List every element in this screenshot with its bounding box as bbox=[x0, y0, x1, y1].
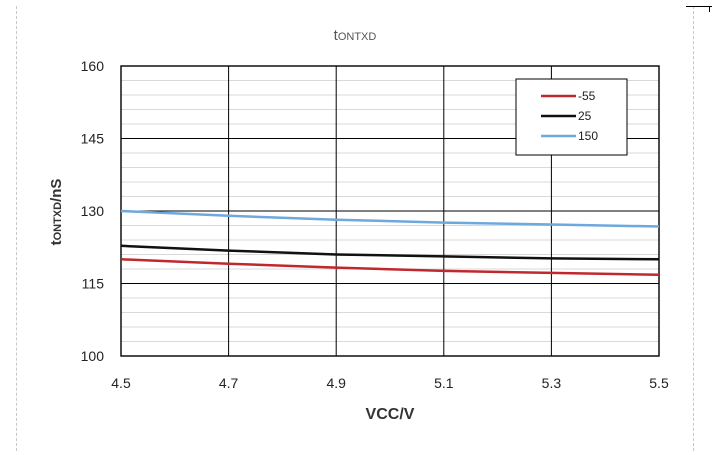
x-axis-label: VCC/V bbox=[366, 406, 415, 423]
y-tick-label: 145 bbox=[81, 131, 105, 147]
legend-label: -55 bbox=[578, 89, 596, 103]
series-layer bbox=[120, 209, 660, 277]
x-tick-label: 5.5 bbox=[649, 375, 669, 391]
series-line-m55 bbox=[120, 258, 660, 277]
corner-line-right bbox=[709, 6, 710, 12]
y-tick-label: 115 bbox=[82, 276, 105, 292]
x-tick-label: 5.1 bbox=[434, 375, 454, 391]
series-line-25 bbox=[120, 244, 660, 261]
chart-title-main: t bbox=[334, 27, 339, 44]
corner-line-top bbox=[686, 6, 712, 7]
y-tick-label: 130 bbox=[81, 203, 105, 219]
chart-title-subscript: ONTXD bbox=[338, 31, 377, 43]
x-tick-label: 5.3 bbox=[542, 375, 562, 391]
y-axis-label: tONTXD/nS bbox=[48, 179, 65, 246]
y-tick-label: 100 bbox=[81, 348, 105, 364]
chart-title: tONTXD bbox=[334, 27, 377, 44]
y-axis-label-subscript: ONTXD bbox=[52, 202, 64, 241]
x-tick-labels: 4.5 4.7 4.9 5.1 5.3 5.5 bbox=[111, 375, 669, 391]
x-tick-label: 4.5 bbox=[111, 375, 131, 391]
minor-gridlines bbox=[121, 80, 659, 342]
series-line-150 bbox=[120, 209, 660, 228]
legend-label: 25 bbox=[578, 109, 592, 123]
chart-frame bbox=[16, 6, 694, 451]
y-tick-labels: 100 115 130 145 160 bbox=[81, 58, 105, 364]
y-axis-label-unit: /nS bbox=[48, 179, 65, 202]
x-tick-label: 4.7 bbox=[219, 375, 239, 391]
legend-label: 150 bbox=[578, 129, 598, 143]
y-tick-label: 160 bbox=[81, 58, 105, 74]
y-axis-label-main: t bbox=[48, 240, 65, 245]
legend: -55 25 150 bbox=[515, 78, 628, 156]
x-tick-label: 4.9 bbox=[326, 375, 346, 391]
